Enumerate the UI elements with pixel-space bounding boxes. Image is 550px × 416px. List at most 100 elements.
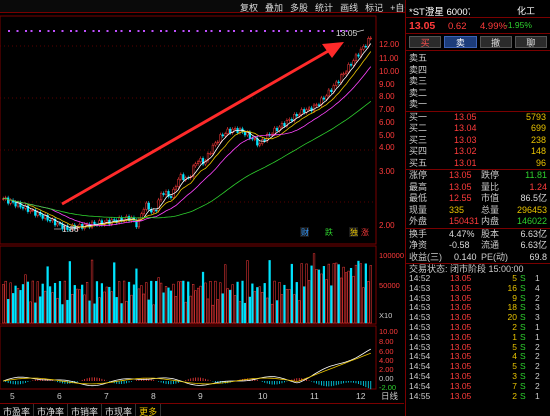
volume-bar xyxy=(243,302,247,324)
signal-dot xyxy=(165,30,168,32)
stat-row: 涨停 13.05 跌停 11.81 xyxy=(409,170,547,180)
stat-row: 最高 13.05 量比 1.24 xyxy=(409,181,547,192)
ask-row: 卖二 xyxy=(409,87,428,98)
tick-row: 14:53 13.05 5 S 2 xyxy=(409,341,540,352)
event-markers: 财 跌 独 涨 xyxy=(300,227,369,237)
volume-bar xyxy=(307,280,311,324)
volume-bar xyxy=(256,287,259,324)
tick-row: 14:53 13.05 16 S 4 xyxy=(409,282,540,293)
marker-du: 独 xyxy=(350,227,358,237)
toolbar-fuquan[interactable]: 复权 xyxy=(240,3,259,13)
candle-body xyxy=(280,123,284,128)
stat-row: 最低 12.55 市值 86.5亿 xyxy=(409,193,547,203)
candle-body xyxy=(194,163,197,167)
volume-bar xyxy=(113,262,116,324)
quote-panel: *ST澄星 600078 ◨ 13.05 0.62 4.99% 买 卖 撤 聊 … xyxy=(405,0,550,416)
volume-bar xyxy=(174,296,178,324)
toolbar-draw-line[interactable]: 画线 xyxy=(340,3,359,13)
tab-ps[interactable]: 市销率 xyxy=(68,404,103,416)
candle-body xyxy=(248,132,252,139)
tab-pcf[interactable]: 市现率 xyxy=(102,404,137,416)
volume-bar xyxy=(192,284,195,324)
price-tick: 7.00 xyxy=(379,105,395,114)
stat-row: 净资 -0.58 流通 6.63亿 xyxy=(409,240,547,250)
sector-pct: -1.95% xyxy=(505,20,532,30)
signal-dot xyxy=(75,30,78,32)
candle-body xyxy=(159,193,163,201)
signal-dots xyxy=(8,30,348,32)
volume-bar xyxy=(157,277,160,324)
signal-dot xyxy=(295,30,297,32)
volume-bar xyxy=(196,287,200,324)
tick-row: 14:55 13.05 2 S 1 xyxy=(409,390,540,401)
volume-bar xyxy=(177,281,180,324)
price-tick: 10.00 xyxy=(379,67,400,76)
volume-bar xyxy=(61,304,64,324)
volume-bar xyxy=(137,288,141,324)
chat-button[interactable]: 聊 xyxy=(514,36,547,48)
candle-body xyxy=(275,127,279,131)
volume-bar xyxy=(310,265,313,324)
price-tick: 6.00 xyxy=(379,118,395,127)
signal-dot xyxy=(8,30,10,32)
volume-bar xyxy=(125,300,128,324)
bottom-tabs: 市盈率 市净率 市销率 市现率 更多 xyxy=(0,403,404,416)
stat-row: 现量 335 总量 296453 xyxy=(409,204,547,215)
volume-bar xyxy=(36,281,39,324)
volume-bar xyxy=(364,263,367,324)
toolbar-add-watchlist[interactable]: +自选 xyxy=(390,3,414,13)
sector-name[interactable]: 化工 xyxy=(517,6,536,16)
signal-dot xyxy=(210,30,213,32)
period-daily[interactable]: 日线 xyxy=(381,391,399,401)
volume-bar xyxy=(273,280,276,324)
price-tick: 4.00 xyxy=(379,143,395,152)
kline-chart[interactable]: 13.05 1.86 财 跌 独 涨 12.00 11.00 10.00 9.00 8.… xyxy=(0,14,404,404)
volume-bar xyxy=(135,268,138,324)
signal-dot xyxy=(174,30,176,32)
volume-bar xyxy=(270,303,274,324)
candle-body xyxy=(127,216,131,221)
tab-pb[interactable]: 市净率 xyxy=(34,404,69,416)
volume-bar xyxy=(93,303,96,324)
tick-row: 14:52 13.05 5 S 1 xyxy=(409,273,540,283)
toolbar-overlay[interactable]: 叠加 xyxy=(265,3,284,13)
candle-body xyxy=(29,209,32,212)
volume-bar xyxy=(179,281,182,324)
volume-bar xyxy=(216,299,219,324)
signal-dot xyxy=(106,30,109,32)
volume-bar xyxy=(19,290,22,324)
volume-bar xyxy=(95,281,99,324)
signal-dot xyxy=(115,30,117,32)
volume-bar xyxy=(189,295,192,324)
candle-body xyxy=(307,107,311,110)
tab-pe[interactable]: 市盈率 xyxy=(0,404,35,416)
candle-body xyxy=(162,193,165,195)
signal-dot xyxy=(182,30,185,32)
cancel-order-button[interactable]: 撤 xyxy=(479,36,512,48)
candle-body xyxy=(243,131,247,136)
volume-bar xyxy=(317,269,321,324)
toolbar-mark[interactable]: 标记 xyxy=(365,3,384,13)
ask-row: 卖四 xyxy=(409,64,428,75)
toolbar-multi-stock[interactable]: 多股 xyxy=(290,3,309,13)
volume-bar xyxy=(357,260,360,324)
candle-body xyxy=(58,222,62,225)
tab-more[interactable]: 更多 xyxy=(136,404,162,416)
candle-body xyxy=(209,153,212,155)
stat-row: 外盘 150431 内盘 146022 xyxy=(409,216,547,226)
sell-button[interactable]: 卖 xyxy=(444,36,477,48)
month-5: 5 xyxy=(10,391,15,401)
volume-bar xyxy=(145,282,148,324)
volume-bar xyxy=(100,283,104,324)
low-price-label: 1.86 xyxy=(62,224,79,234)
candle-body xyxy=(26,205,30,212)
tick-list[interactable]: 14:52 13.05 5 S 1 14:53 13.05 16 S 4 14:53 13.05 9 S 2… xyxy=(406,273,550,401)
month-11: 11 xyxy=(310,391,319,401)
macd-tick-3: 6.00 xyxy=(379,347,394,356)
volume-bar xyxy=(147,299,150,324)
buy-button[interactable]: 买 xyxy=(409,36,442,48)
toolbar-stats[interactable]: 统计 xyxy=(315,3,334,13)
volume-bar xyxy=(305,263,308,324)
candle-body xyxy=(317,104,321,106)
volume-bar xyxy=(209,280,212,324)
